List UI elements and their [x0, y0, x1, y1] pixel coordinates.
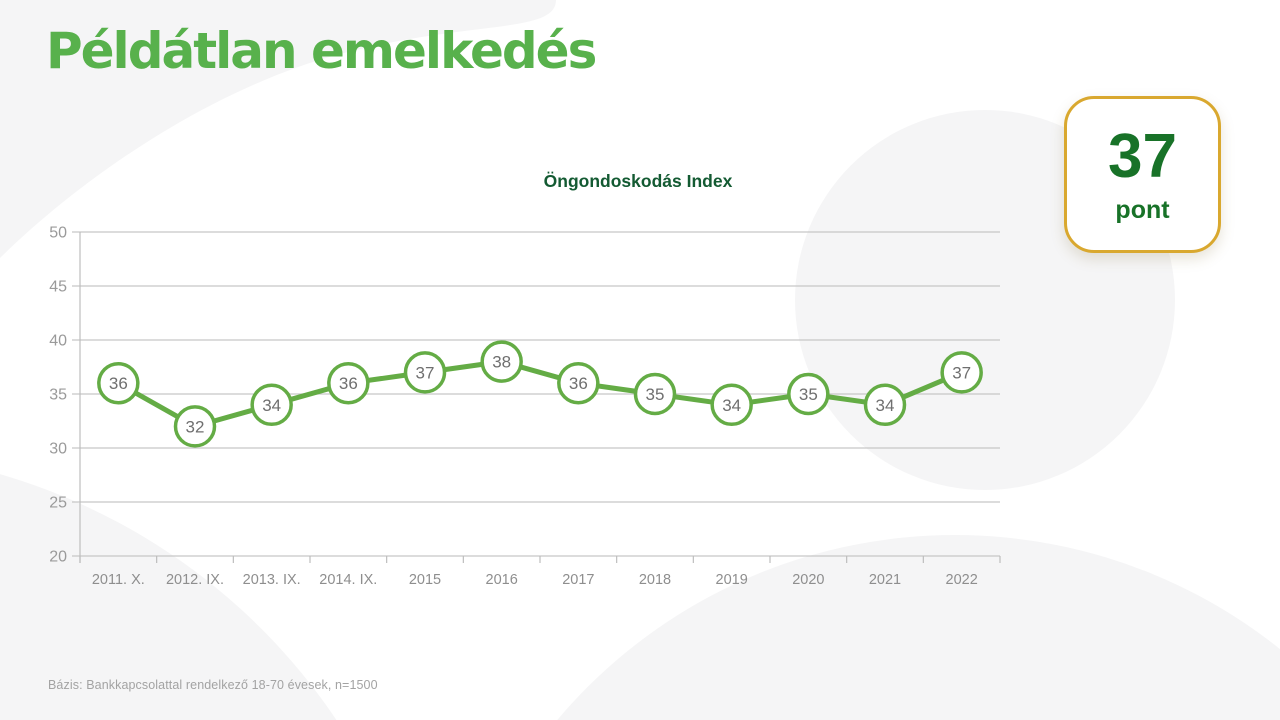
svg-text:34: 34: [876, 396, 895, 415]
page-title: Példátlan emelkedés: [46, 22, 597, 80]
svg-text:35: 35: [646, 385, 665, 404]
svg-text:37: 37: [416, 363, 435, 382]
svg-text:2016: 2016: [486, 572, 518, 588]
svg-text:37: 37: [952, 363, 971, 382]
svg-text:36: 36: [339, 374, 358, 393]
svg-text:38: 38: [492, 353, 511, 372]
footnote: Bázis: Bankkapcsolattal rendelkező 18-70…: [48, 678, 378, 692]
svg-text:35: 35: [799, 385, 818, 404]
svg-text:32: 32: [186, 417, 205, 436]
svg-text:2017: 2017: [562, 572, 594, 588]
svg-text:30: 30: [49, 441, 67, 458]
bg-blob-top-left: [0, 0, 556, 258]
svg-text:2015: 2015: [409, 572, 441, 588]
bg-circle-bottom-right: [557, 535, 1280, 720]
svg-text:35: 35: [49, 387, 67, 404]
svg-text:2011. X.: 2011. X.: [92, 572, 145, 588]
svg-text:2014. IX.: 2014. IX.: [319, 572, 377, 588]
svg-text:36: 36: [109, 374, 128, 393]
svg-text:36: 36: [569, 374, 588, 393]
svg-text:2018: 2018: [639, 572, 671, 588]
svg-text:25: 25: [49, 495, 67, 512]
svg-text:2021: 2021: [869, 572, 901, 588]
score-badge: 37 pont: [1064, 96, 1221, 253]
svg-text:50: 50: [49, 225, 67, 242]
svg-text:2020: 2020: [792, 572, 824, 588]
svg-text:40: 40: [49, 333, 67, 350]
svg-text:2012. IX.: 2012. IX.: [166, 572, 224, 588]
score-badge-value: 37: [1108, 122, 1177, 191]
line-chart-svg: 20 25 30 35 40 45 50 2011. X. 2012. IX. 2013. IX.…: [49, 225, 1001, 588]
svg-text:45: 45: [49, 279, 67, 296]
score-badge-unit: pont: [1115, 196, 1170, 224]
chart-title: Öngondoskodás Index: [543, 171, 733, 191]
svg-text:2022: 2022: [946, 572, 978, 588]
svg-text:34: 34: [262, 396, 281, 415]
svg-text:2013. IX.: 2013. IX.: [243, 572, 301, 588]
bg-circle-bottom-left: [0, 474, 337, 720]
svg-text:20: 20: [49, 549, 67, 566]
svg-text:34: 34: [722, 396, 741, 415]
ongondoskodas-index-line-chart: 20 25 30 35 40 45 50 2011. X. 2012. IX. 2013. IX.…: [40, 220, 1010, 595]
svg-text:2019: 2019: [716, 572, 748, 588]
